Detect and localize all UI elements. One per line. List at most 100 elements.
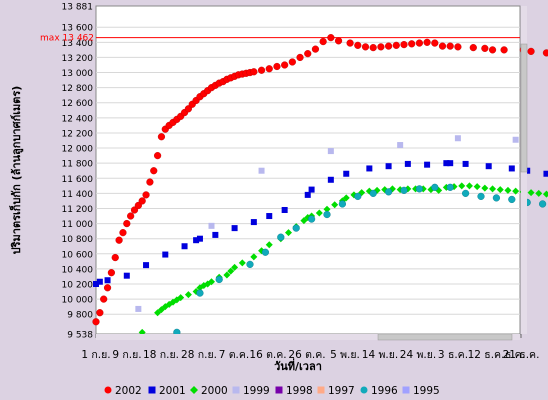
max-line-label: max 13 462 [40,34,94,44]
y-tick-label: 13 000 [62,69,94,79]
horizontal-scrollbar-thumb[interactable] [377,333,513,341]
point-2002 [127,212,135,220]
legend-label-1997: 1997 [328,385,355,397]
point-2001 [508,165,515,172]
point-2000 [512,187,520,195]
y-tick-label: 11 600 [62,175,94,185]
x-tick-label: 26 ต.ค. [288,349,325,361]
x-tick-label: 21 ธ.ค. [503,349,540,361]
point-2001 [266,213,273,220]
point-2002 [138,197,146,205]
point-1996 [446,183,454,191]
point-2000 [496,186,504,194]
point-1996 [385,188,393,196]
point-2002 [115,236,123,244]
point-1996 [292,224,300,232]
point-2002 [400,40,408,49]
point-2002 [296,53,304,62]
point-1996 [492,194,501,202]
legend-label-1998: 1998 [286,385,313,397]
point-2002 [327,34,335,42]
point-2002 [431,39,439,47]
x-tick-label: 9 ก.ย. [112,349,141,361]
point-2001 [366,165,373,172]
point-2001 [104,277,111,284]
point-1999 [327,148,334,155]
point-1996 [323,210,331,219]
point-2002 [100,295,108,303]
point-2001 [343,170,350,177]
legend-marker-1999 [232,386,240,394]
y-tick-label: 12 600 [62,99,94,109]
point-2000 [177,294,185,302]
point-2001 [231,225,238,232]
point-2002 [423,38,431,46]
legend-marker-1996 [360,386,368,394]
point-2002 [146,178,154,186]
x-tick-label: 7 ต.ค. [219,349,250,361]
point-1999 [208,222,215,229]
y-tick-label: 11 000 [62,220,94,230]
point-1996 [261,248,270,256]
point-1996 [277,233,285,241]
point-2002 [385,42,393,50]
grid [96,26,520,315]
x-tick-label: 18 ก.ย. [143,349,179,361]
x-tick-label: 3 ธ.ค. [438,349,468,361]
point-2002 [250,68,258,76]
point-2002 [111,253,119,262]
legend-label-2000: 2000 [201,385,228,397]
point-2000 [542,190,548,198]
point-2002 [265,65,273,73]
legend-marker-1995 [402,386,410,394]
x-tick-label: 14 พ.ย. [362,349,398,361]
y-tick-label: 9 538 [67,331,93,341]
point-2002 [361,43,370,51]
x-tick-label: 1 ก.ย. [81,349,110,361]
point-1996 [400,186,408,194]
point-2001 [443,160,450,167]
x-tick-label: 5 พ.ย. [330,349,360,361]
point-2002 [415,39,424,47]
horizontal-scrollbar-track[interactable] [96,334,520,340]
legend-label-2002: 2002 [115,385,142,397]
point-2002 [288,58,296,66]
point-1996 [308,215,316,223]
point-2002 [408,40,416,48]
y-tick-label: 10 400 [62,265,94,275]
y-tick-label: 10 800 [62,235,94,245]
legend-marker-2002 [104,386,112,394]
point-2001 [327,176,334,183]
y-tick-label: 12 200 [62,129,94,139]
point-1996 [369,189,377,197]
legend-marker-1998 [275,386,283,394]
point-2002 [346,39,354,47]
point-2001 [304,191,311,198]
point-2000 [458,182,466,190]
vertical-scrollbar-thumb[interactable] [520,43,528,173]
point-2000 [465,182,473,190]
legend-label-1999: 1999 [243,385,270,397]
y-tick-label: 11 800 [62,160,94,170]
point-2001 [385,163,392,170]
point-2002 [150,167,158,175]
y-tick-label: 12 400 [62,114,94,124]
point-2002 [154,152,162,160]
point-2002 [469,44,477,52]
plot-area [95,5,521,335]
x-tick-label: ธ.ค. [505,349,525,361]
point-2001 [485,163,492,170]
point-1996 [354,192,362,200]
y-tick-label: 13 200 [62,54,94,64]
point-2002 [354,41,362,49]
point-1996 [415,185,424,193]
point-2001 [281,206,288,213]
y-tick-labels: 9 538 9 800 10 000 10 200 10 400 10 600 10 800… [62,3,94,341]
y-tick-label: 11 400 [62,190,94,200]
legend: 2002 2001 2000 1999 1998 1997 1996 1995 [104,385,440,397]
point-2002 [257,66,266,74]
point-2002 [96,309,104,317]
point-2002 [446,42,454,50]
point-1996 [477,192,485,200]
point-2000 [504,186,512,194]
